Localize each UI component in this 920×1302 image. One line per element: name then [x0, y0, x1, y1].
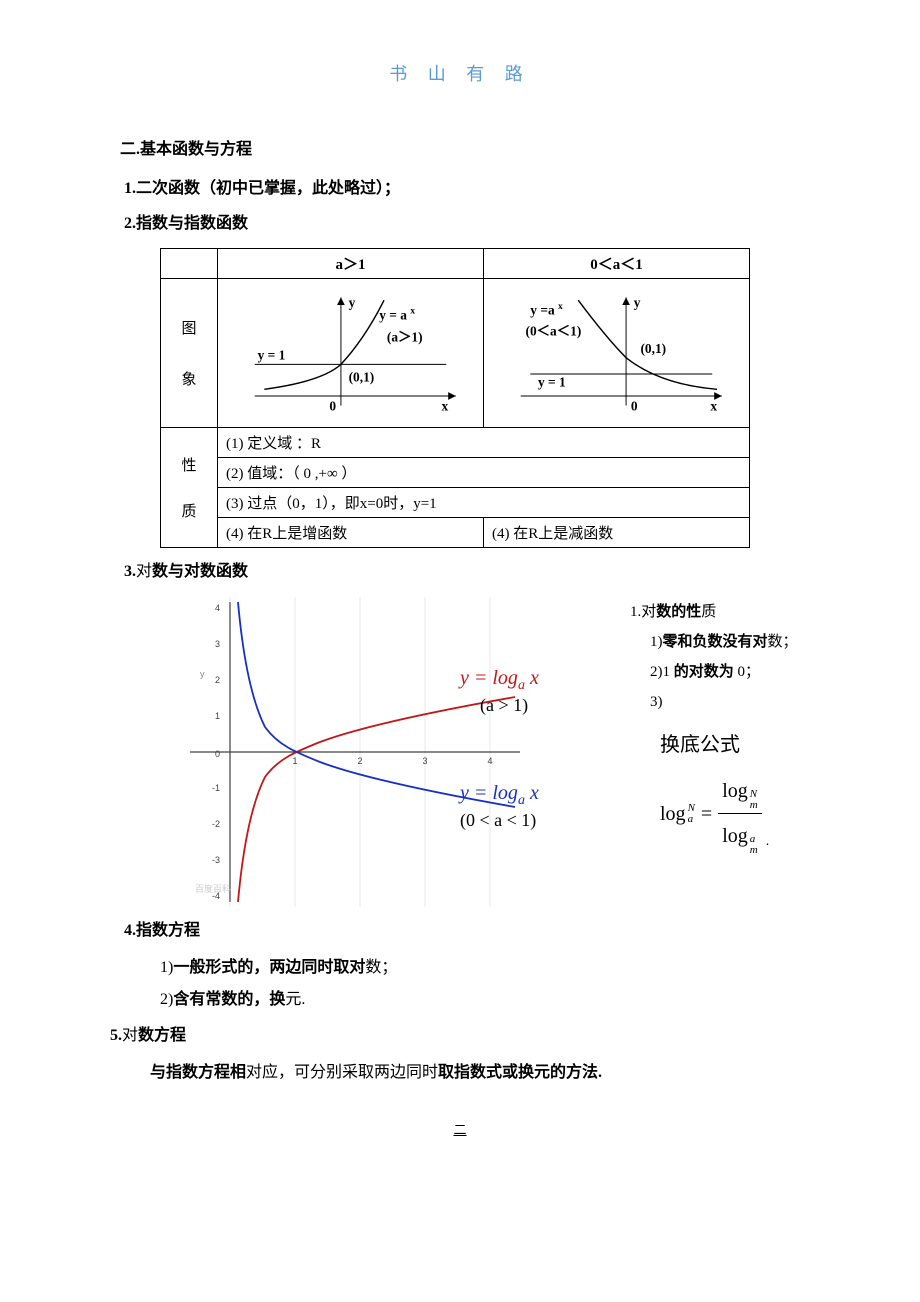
table-row: 性 质 (1) 定义域 ：R — [161, 428, 750, 458]
section-heading: 二.基本函数与方程 — [120, 136, 800, 165]
svg-text:(0,1): (0,1) — [640, 341, 666, 356]
item-3: 3.对数与对数函数 — [120, 558, 800, 587]
svg-text:3: 3 — [215, 639, 220, 649]
item-3-n1: 对 — [136, 563, 152, 580]
item-5-label: 5. — [110, 1027, 122, 1044]
row2-label-b: 质 — [169, 500, 209, 521]
svg-text:3: 3 — [422, 756, 427, 766]
log-prop-3: 3) — [630, 687, 798, 717]
svg-text:1: 1 — [215, 711, 220, 721]
svg-text:x: x — [710, 399, 717, 414]
log-prop-2: 2)1 的对数为 0； — [630, 657, 798, 687]
svg-text:-2: -2 — [212, 819, 220, 829]
svg-text:y = 1: y = 1 — [258, 348, 286, 363]
item-1: 1.二次函数（初中已掌握，此处略过）； — [120, 175, 800, 204]
table-row: 图 象 — [161, 279, 750, 428]
svg-text:y: y — [200, 669, 205, 679]
svg-text:y: y — [349, 295, 356, 310]
svg-text:(a＞1): (a＞1) — [387, 330, 423, 345]
log-section: 1 2 3 4 -1 -2 -3 -4 0 1 2 3 4 y — [180, 597, 800, 907]
svg-text:(0＜a＜1): (0＜a＜1) — [526, 324, 582, 339]
svg-text:0: 0 — [215, 749, 220, 759]
row-label-prop: 性 质 — [161, 428, 218, 548]
prop-4a: (4) 在R上是增函数 — [218, 518, 484, 548]
exp-table-wrap: a＞1 0＜a＜1 图 象 — [160, 248, 750, 548]
svg-text:0: 0 — [631, 399, 638, 414]
item-4-text: 指数方程 — [136, 922, 200, 939]
svg-text:4: 4 — [487, 756, 492, 766]
item-3-b2: 数函数 — [200, 563, 248, 580]
table-row: a＞1 0＜a＜1 — [161, 249, 750, 279]
item-4-label: 4. — [124, 922, 136, 939]
page-number: 二 — [120, 1119, 800, 1138]
exp-table: a＞1 0＜a＜1 图 象 — [160, 248, 750, 548]
svg-text:y = a x: y = a x — [379, 306, 415, 323]
svg-text:1: 1 — [292, 756, 297, 766]
item-1-label: 1. — [124, 180, 136, 197]
cond-a: a＞1 — [218, 249, 484, 279]
log-props-title: 1.对数的性质 — [630, 597, 798, 627]
item-5-body: 与指数方程相对应，可分别采取两边同时取指数式或换元的方法. — [120, 1057, 800, 1089]
log-properties: 1.对数的性质 1)零和负数没有对数； 2)1 的对数为 0； 3) 换底公式 … — [630, 597, 798, 856]
item-5: 5.对数方程 — [110, 1022, 800, 1051]
item-4: 4.指数方程 — [120, 917, 800, 946]
item-3-label: 3. — [124, 563, 136, 580]
svg-text:0: 0 — [329, 399, 336, 414]
watermark: 百度百科 — [195, 883, 231, 894]
prop-3: (3) 过点（0，1），即x=0时，y=1 — [218, 488, 750, 518]
exp-graph-b: y x 0 y = 1 (0,1) y =a x (0＜a＜1) — [492, 283, 741, 418]
row-label-a: 图 — [169, 317, 209, 338]
svg-text:(0,1): (0,1) — [349, 370, 375, 385]
table-row: (2) 值域：（ 0 ,+∞ ） — [161, 458, 750, 488]
graph-cell-a: y x 0 y = 1 (0,1) y = a x (a＞1) — [218, 279, 484, 428]
change-base-formula: 换底公式 log N a = log N m — [630, 725, 798, 856]
table-row: (4) 在R上是增函数 (4) 在R上是减函数 — [161, 518, 750, 548]
cond-b: 0＜a＜1 — [484, 249, 750, 279]
page-header: 书 山 有 路 — [120, 60, 800, 86]
prop-4b: (4) 在R上是减函数 — [484, 518, 750, 548]
svg-text:x: x — [441, 399, 448, 414]
item-3-b1: 数与对 — [152, 563, 200, 580]
svg-text:-3: -3 — [212, 855, 220, 865]
empty-cell — [161, 249, 218, 279]
row2-label-a: 性 — [169, 454, 209, 475]
svg-text:4: 4 — [215, 603, 220, 613]
log-label-2-cond: (0 < a < 1) — [460, 810, 536, 831]
log-prop-1: 1)零和负数没有对数； — [630, 627, 798, 657]
svg-text:-1: -1 — [212, 783, 220, 793]
log-label-1: y = loga x — [460, 667, 539, 689]
log-label-2: y = loga x — [460, 782, 539, 804]
svg-text:2: 2 — [357, 756, 362, 766]
prop-1: (1) 定义域 ：R — [218, 428, 750, 458]
row-label-b: 象 — [169, 368, 209, 389]
row-label-graph: 图 象 — [161, 279, 218, 428]
graph-cell-b: y x 0 y = 1 (0,1) y =a x (0＜a＜1) — [484, 279, 750, 428]
item-2: 2.指数与指数函数 — [120, 210, 800, 239]
item-4-1: 1)一般形式的，两边同时取对数； — [120, 952, 800, 984]
item-1-text: 二次函数（初中已掌握，此处略过）； — [136, 180, 400, 197]
item-2-text: 指数与指数函数 — [136, 215, 248, 232]
svg-text:2: 2 — [215, 675, 220, 685]
table-row: (3) 过点（0，1），即x=0时，y=1 — [161, 488, 750, 518]
svg-text:y = 1: y = 1 — [538, 375, 566, 390]
prop-2: (2) 值域：（ 0 ,+∞ ） — [218, 458, 750, 488]
svg-text:y =a x: y =a x — [530, 301, 563, 318]
log-label-1-cond: (a > 1) — [480, 695, 528, 716]
exp-graph-a: y x 0 y = 1 (0,1) y = a x (a＞1) — [226, 283, 475, 418]
svg-text:y: y — [634, 295, 641, 310]
formula-title: 换底公式 — [660, 725, 798, 765]
page: 书 山 有 路 二.基本函数与方程 1.二次函数（初中已掌握，此处略过）； 2.… — [0, 0, 920, 1178]
item-4-2: 2)含有常数的，换元. — [120, 984, 800, 1016]
log-graph: 1 2 3 4 -1 -2 -3 -4 0 1 2 3 4 y — [180, 597, 530, 907]
item-2-label: 2. — [124, 215, 136, 232]
